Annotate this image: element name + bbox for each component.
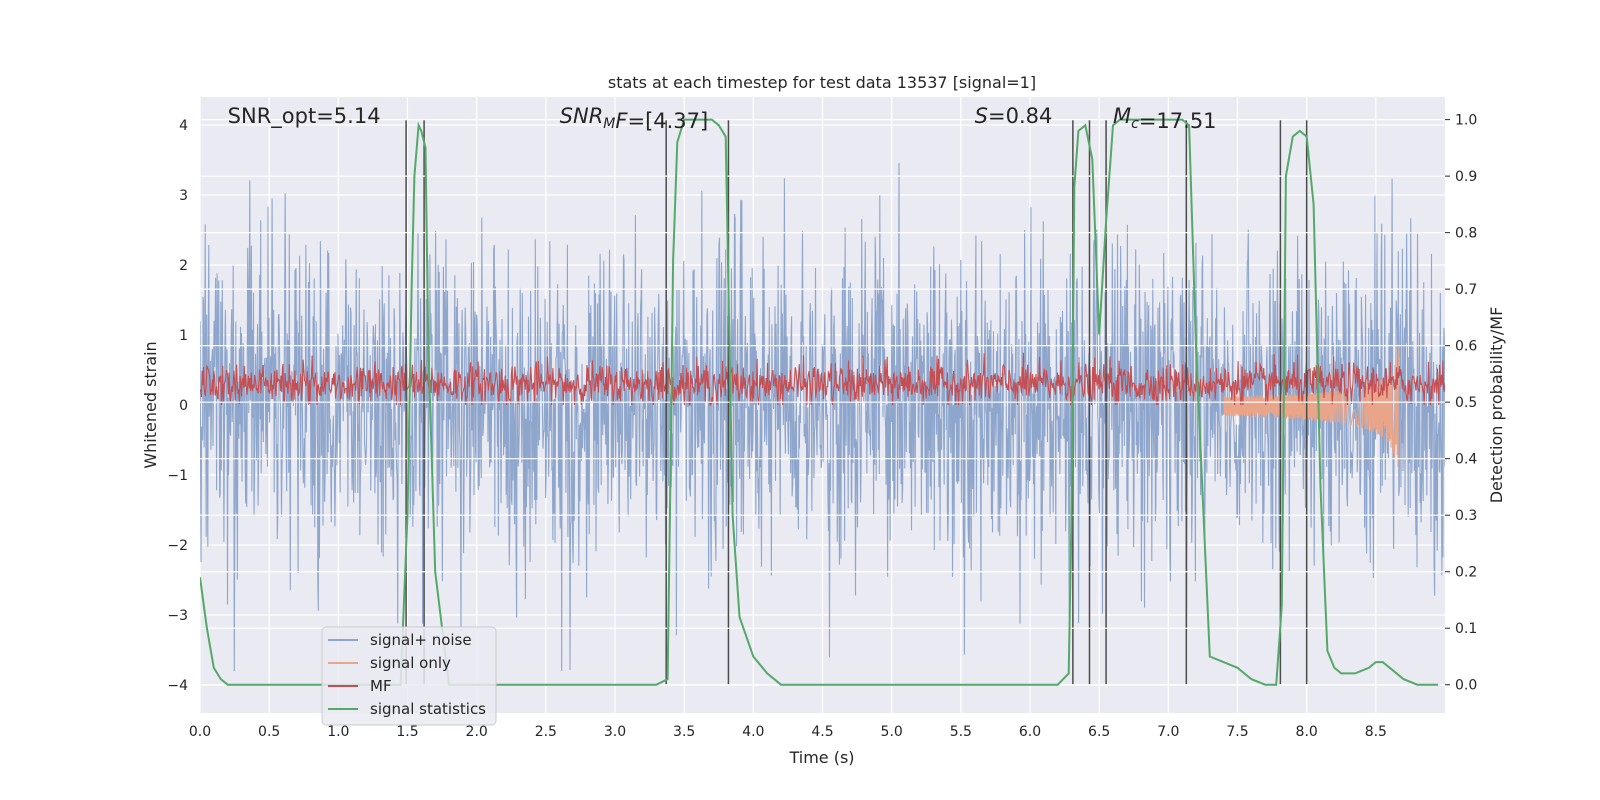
- y2-axis-label: Detection probability/MF: [1487, 307, 1506, 504]
- x-tick-label: 8.5: [1365, 724, 1387, 740]
- y-tick-label: −4: [167, 678, 188, 694]
- y2-tick-label: 0.6: [1455, 339, 1477, 355]
- y2-tick-label: 0.1: [1455, 621, 1477, 637]
- legend-label: signal statistics: [370, 700, 486, 718]
- x-tick-label: 4.5: [811, 724, 833, 740]
- y-axis-ticks: 4 3 2 1 0 −1 −2 −3 −4: [167, 118, 188, 694]
- annotation-snr-mf: SNRMF=[4.37]: [560, 104, 709, 133]
- x-axis-ticks: 0.0 0.5 1.0 1.5 2.0 2.5 3.0 3.5 4.0 4.5 5.0 5.5 6.0 6…: [189, 724, 1387, 740]
- statistics-layer: [200, 118, 1439, 686]
- x-tick-label: 3.0: [604, 724, 626, 740]
- y2-tick-label: 1.0: [1455, 113, 1477, 129]
- legend-box: [321, 626, 497, 726]
- y-tick-label: 0: [179, 398, 188, 414]
- y2-tick-label: 0.8: [1455, 226, 1477, 242]
- annotation-mc-value: Mc=17.51: [1113, 104, 1217, 133]
- y2-tick-label: 0.0: [1455, 678, 1477, 694]
- y2-axis-ticks: 1.0 0.9 0.8 0.7 0.6 0.5 0.4 0.3 0.2 0.1 0.0: [1445, 113, 1477, 694]
- y2-tick-label: 0.7: [1455, 282, 1477, 298]
- y-tick-label: −2: [167, 538, 188, 554]
- chart-title: stats at each timestep for test data 135…: [608, 73, 1036, 92]
- x-tick-label: 3.5: [673, 724, 695, 740]
- x-tick-label: 7.0: [1157, 724, 1179, 740]
- annotation-s-value: S=0.84: [975, 104, 1053, 128]
- x-tick-label: 4.0: [742, 724, 764, 740]
- series-signal-only-line: [1223, 347, 1400, 468]
- annotations: SNR_opt=5.14 SNRMF=[4.37] S=0.84 Mc=17.51: [228, 104, 1217, 133]
- x-tick-label: 1.0: [327, 724, 349, 740]
- annotation-snr-opt: SNR_opt=5.14: [228, 104, 381, 129]
- x-tick-label: 6.0: [1019, 724, 1041, 740]
- legend-label: signal only: [370, 654, 451, 672]
- y2-tick-label: 0.4: [1455, 452, 1477, 468]
- x-tick-label: 5.5: [950, 724, 972, 740]
- series-layer: [200, 163, 1445, 672]
- x-axis-label: Time (s): [788, 748, 854, 767]
- y-tick-label: −3: [167, 608, 188, 624]
- legend-label: signal+ noise: [370, 631, 472, 649]
- x-tick-label: 1.5: [396, 724, 418, 740]
- x-tick-label: 0.0: [189, 724, 211, 740]
- x-tick-label: 6.5: [1088, 724, 1110, 740]
- y-tick-label: 4: [179, 118, 188, 134]
- y-tick-label: 1: [179, 328, 188, 344]
- y2-tick-label: 0.2: [1455, 565, 1477, 581]
- x-tick-label: 0.5: [258, 724, 280, 740]
- x-tick-label: 8.0: [1296, 724, 1318, 740]
- x-tick-label: 2.5: [535, 724, 557, 740]
- y-axis-label: Whitened strain: [141, 341, 160, 468]
- y2-tick-label: 0.3: [1455, 508, 1477, 524]
- legend-label: MF: [370, 677, 392, 695]
- series-signal-noise-line: [200, 163, 1445, 672]
- x-tick-label: 7.5: [1226, 724, 1248, 740]
- y2-tick-label: 0.5: [1455, 395, 1477, 411]
- y2-tick-label: 0.9: [1455, 169, 1477, 185]
- x-tick-label: 5.0: [881, 724, 903, 740]
- legend: signal+ noise signal only MF signal statist…: [321, 626, 497, 726]
- x-tick-label: 2.0: [466, 724, 488, 740]
- y-tick-label: 2: [179, 258, 188, 274]
- y-tick-label: −1: [167, 468, 188, 484]
- series-signal-statistics-line: [200, 118, 1439, 686]
- y-tick-label: 3: [179, 188, 188, 204]
- series-mf-line: [200, 352, 1445, 406]
